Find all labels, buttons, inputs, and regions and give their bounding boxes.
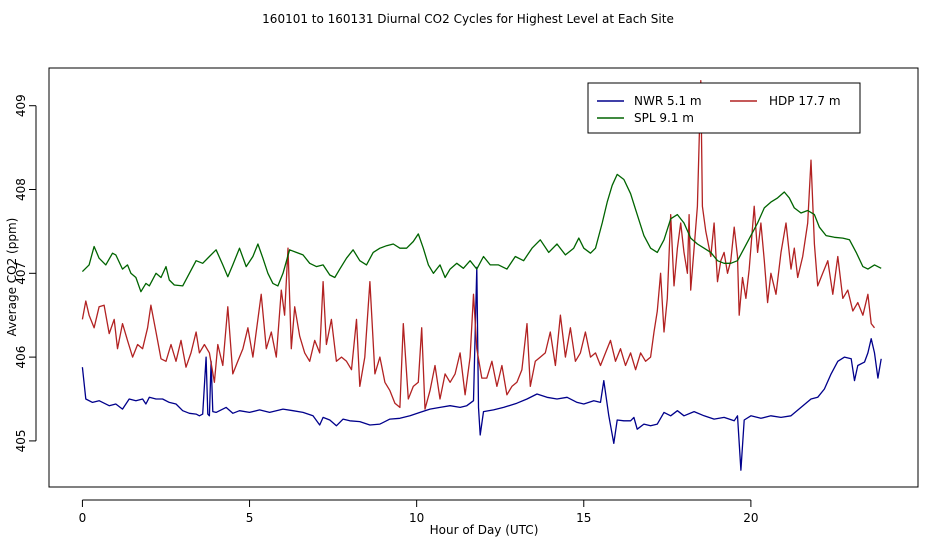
x-tick-label: 20: [743, 511, 758, 525]
y-tick-label: 409: [14, 94, 28, 117]
legend-label-spl: SPL 9.1 m: [634, 111, 694, 125]
y-axis-label: Average CO2 (ppm): [5, 218, 19, 337]
x-tick-label: 0: [79, 511, 87, 525]
x-axis-label: Hour of Day (UTC): [430, 523, 539, 537]
x-tick-label: 10: [409, 511, 424, 525]
y-tick-label: 406: [14, 346, 28, 369]
y-tick-label: 408: [14, 178, 28, 201]
y-tick-label: 407: [14, 262, 28, 285]
series-line-spl: [81, 173, 882, 293]
series-line-hdp: [81, 79, 876, 410]
x-axis: 0 5 10 15 20: [79, 499, 759, 525]
series-line-nwr: [81, 266, 882, 471]
plot-area: [48, 67, 919, 488]
chart-title: 160101 to 160131 Diurnal CO2 Cycles for …: [262, 12, 674, 26]
legend: NWR 5.1 m HDP 17.7 m SPL 9.1 m: [587, 82, 861, 134]
y-axis: 405 406 407 408 409: [14, 94, 37, 452]
series-layer: [81, 79, 882, 471]
y-tick-label: 405: [14, 429, 28, 452]
x-tick-label: 15: [576, 511, 591, 525]
legend-label-nwr: NWR 5.1 m: [634, 94, 702, 108]
legend-label-hdp: HDP 17.7 m: [769, 94, 841, 108]
x-tick-label: 5: [246, 511, 254, 525]
legend-box: [587, 82, 861, 134]
